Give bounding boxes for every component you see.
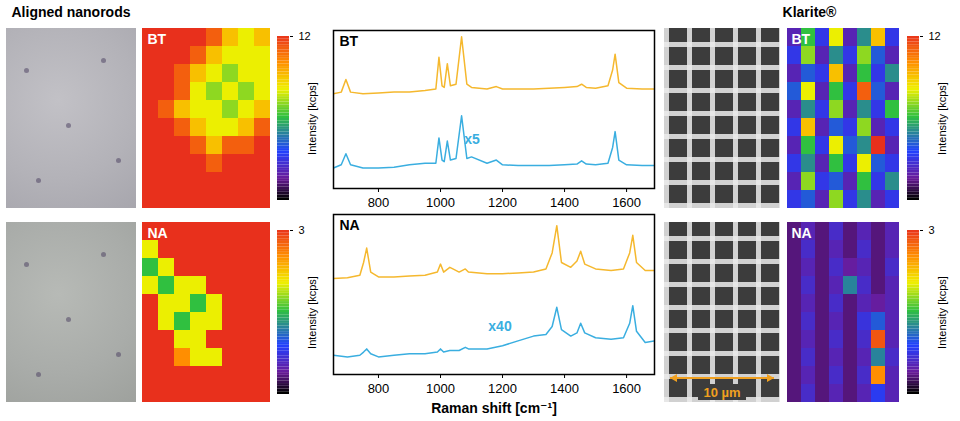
svg-text:NA: NA: [148, 225, 168, 241]
svg-text:NA: NA: [792, 225, 812, 241]
svg-text:1600: 1600: [612, 195, 641, 210]
svg-text:Intensity [kcps]: Intensity [kcps]: [936, 276, 948, 349]
svg-text:10 µm: 10 µm: [703, 385, 740, 400]
html-text:Klarite®: Klarite®: [782, 4, 837, 20]
svg-text:BT: BT: [792, 31, 811, 47]
svg-text:BT: BT: [340, 33, 359, 49]
svg-text:12: 12: [299, 30, 311, 42]
svg-text:3: 3: [929, 224, 935, 236]
svg-text:12: 12: [929, 30, 941, 42]
svg-text:1400: 1400: [550, 195, 579, 210]
svg-text:x40: x40: [488, 318, 512, 334]
html-text:Aligned nanorods: Aligned nanorods: [11, 4, 131, 20]
svg-text:1000: 1000: [426, 195, 455, 210]
svg-text:Intensity [kcps]: Intensity [kcps]: [306, 82, 318, 155]
svg-text:800: 800: [368, 381, 390, 396]
svg-text:1200: 1200: [488, 195, 517, 210]
svg-text:3: 3: [299, 224, 305, 236]
svg-text:800: 800: [368, 195, 390, 210]
svg-text:x5: x5: [464, 131, 480, 147]
svg-text:Intensity [kcps]: Intensity [kcps]: [936, 82, 948, 155]
svg-text:1000: 1000: [426, 381, 455, 396]
svg-text:1400: 1400: [550, 381, 579, 396]
svg-text:BT: BT: [148, 31, 167, 47]
svg-text:Intensity [kcps]: Intensity [kcps]: [306, 276, 318, 349]
svg-text:Raman shift [cm⁻¹]: Raman shift [cm⁻¹]: [431, 400, 557, 416]
svg-text:NA: NA: [340, 217, 360, 233]
svg-text:1200: 1200: [488, 381, 517, 396]
svg-text:1600: 1600: [612, 381, 641, 396]
